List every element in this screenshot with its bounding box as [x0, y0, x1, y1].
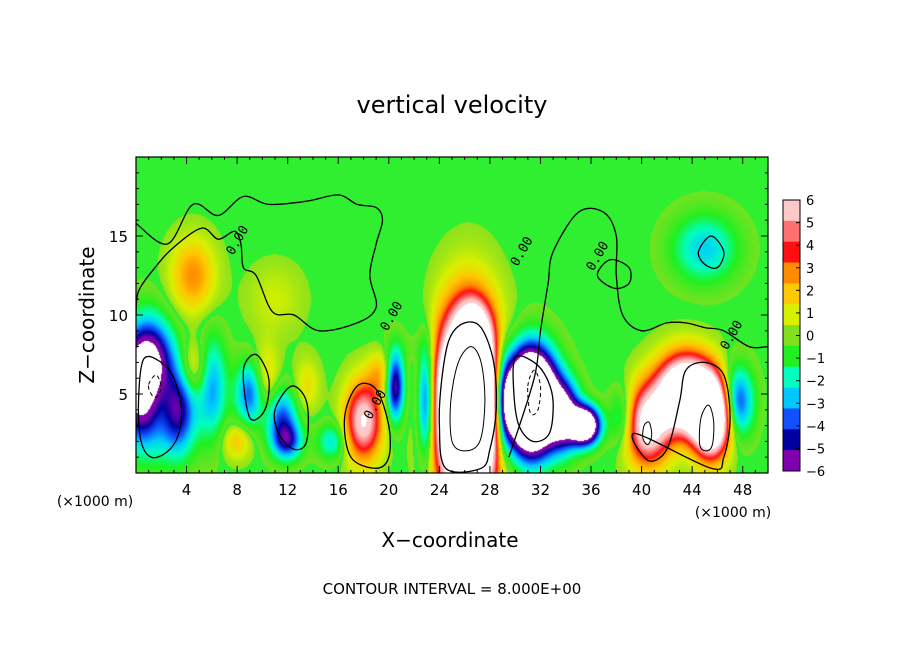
x-axis-ticks: 4 8 12 16 20 24 28 32 36 40 44 48 — [148, 157, 756, 499]
colorbar: 6 5 4 3 2 1 0 −1 −2 −3 −4 −5 −6 — [782, 194, 825, 480]
colorbar-label-5: 1 — [806, 307, 814, 322]
x-tick-label-6: 28 — [480, 481, 499, 499]
x-tick-label-7: 32 — [531, 481, 550, 499]
x-tick-label-8: 36 — [581, 481, 600, 499]
colorbar-swatch-3 — [783, 262, 800, 284]
y-tick-label-1: 10 — [109, 307, 128, 325]
inner-contour-0 — [449, 346, 486, 452]
colorbar-label-4: 2 — [806, 284, 814, 299]
colorbar-label-6: 0 — [806, 330, 814, 345]
x-axis-label: X−coordinate — [381, 528, 518, 552]
colorbar-swatch-7 — [783, 345, 800, 368]
heatmap-raster — [136, 157, 768, 473]
zero-contour-3 — [137, 355, 183, 459]
colorbar-swatch-12 — [783, 450, 800, 472]
zero-contour-7 — [242, 353, 270, 421]
colorbar-label-2: 4 — [806, 239, 814, 254]
x-tick-label-0: 4 — [182, 481, 192, 499]
y-axis-label: Z−coordinate — [75, 246, 99, 383]
colorbar-swatch-10 — [783, 408, 800, 430]
zero-contour-9 — [697, 235, 725, 270]
y-axis-ticks: 5 10 15 — [109, 172, 768, 458]
colorbar-label-9: −3 — [806, 397, 825, 412]
heatmap-field — [136, 157, 768, 473]
x-tick-label-5: 24 — [430, 481, 449, 499]
colorbar-label-12: −6 — [806, 465, 825, 480]
x-tick-label-2: 12 — [278, 481, 297, 499]
negative-contour-1 — [527, 369, 542, 416]
colorbar-label-3: 3 — [806, 262, 814, 277]
x-tick-label-10: 44 — [683, 481, 702, 499]
negative-contour-0 — [147, 374, 162, 398]
zero-contour-5 — [631, 361, 731, 471]
colorbar-swatch-5 — [783, 304, 800, 326]
x-tick-label-9: 40 — [632, 481, 651, 499]
x-tick-label-11: 48 — [733, 481, 752, 499]
colorbar-label-1: 5 — [806, 217, 814, 232]
inner-contour-2 — [642, 421, 653, 446]
colorbar-label-7: −1 — [806, 352, 825, 367]
zero-contour-1 — [508, 207, 768, 458]
colorbar-label-8: −2 — [806, 375, 825, 390]
colorbar-swatch-8 — [783, 366, 800, 388]
colorbar-swatch-6 — [783, 325, 800, 347]
colorbar-label-11: −5 — [806, 442, 825, 457]
x-unit-label: (×1000 m) — [695, 505, 771, 521]
inner-contour-1 — [698, 404, 715, 452]
y-unit-label: (×1000 m) — [57, 494, 133, 510]
contour-interval-caption: CONTOUR INTERVAL = 8.000E+00 — [323, 580, 582, 598]
zero-contour-0 — [136, 194, 384, 332]
colorbar-label-10: −4 — [806, 420, 825, 435]
y-tick-label-2: 15 — [109, 228, 128, 246]
contour-lines — [136, 194, 768, 473]
y-tick-label-0: 5 — [118, 386, 128, 404]
colorbar-swatch-11 — [783, 429, 800, 451]
zero-contour-6 — [343, 382, 392, 469]
chart-title: vertical velocity — [357, 91, 548, 119]
colorbar-swatch-2 — [783, 241, 800, 263]
zero-contour-8 — [273, 385, 310, 451]
colorbar-swatch-4 — [783, 283, 800, 305]
x-tick-label-1: 8 — [232, 481, 242, 499]
colorbar-swatch-9 — [783, 387, 800, 409]
zero-contour-10 — [596, 258, 632, 290]
x-tick-label-3: 16 — [329, 481, 348, 499]
colorbar-swatch-0 — [783, 200, 800, 222]
colorbar-label-0: 6 — [806, 194, 814, 209]
zero-contour-4 — [512, 355, 554, 443]
zero-contour-2 — [438, 321, 498, 473]
x-tick-label-4: 20 — [379, 481, 398, 499]
colorbar-swatch-1 — [783, 220, 800, 242]
